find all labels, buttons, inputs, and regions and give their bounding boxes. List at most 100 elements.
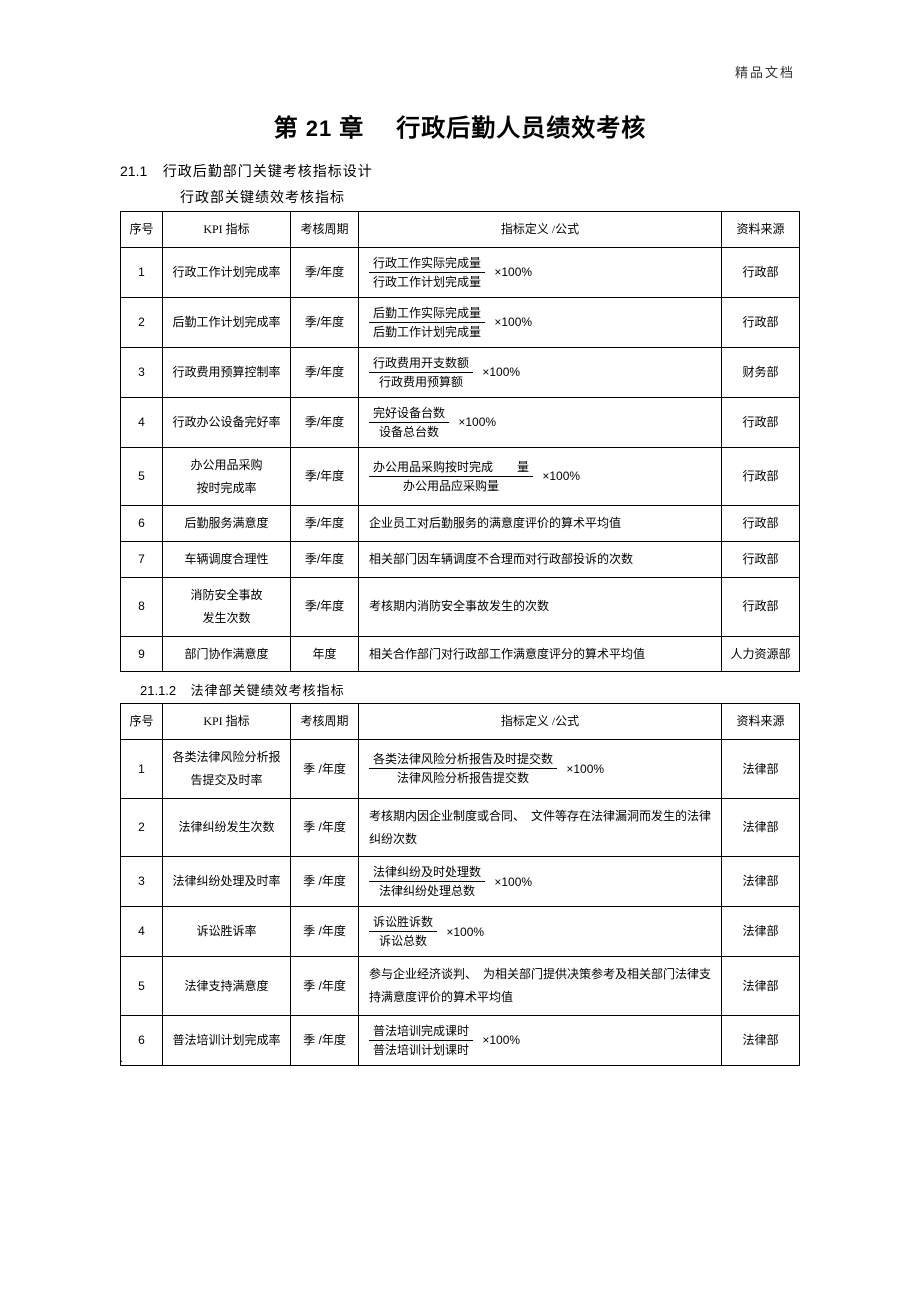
fraction-denominator: 后勤工作计划完成量 <box>369 323 485 341</box>
cell-seq: 2 <box>121 297 163 347</box>
section-number: 21.1 <box>120 163 147 179</box>
table-row: 7车辆调度合理性季/年度相关部门因车辆调度不合理而对行政部投诉的次数行政部 <box>121 542 800 578</box>
cell-period: 季/年度 <box>291 542 359 578</box>
chapter-name: 行政后勤人员绩效考核 <box>396 116 646 142</box>
cell-kpi-name: 车辆调度合理性 <box>163 542 291 578</box>
table-row: 3行政费用预算控制率季/年度行政费用开支数额行政费用预算额 ×100%财务部 <box>121 347 800 397</box>
cell-definition: 诉讼胜诉数诉讼总数 ×100% <box>359 907 722 957</box>
cell-source: 法律部 <box>722 957 800 1016</box>
cell-seq: 5 <box>121 957 163 1016</box>
chapter-prefix: 第 <box>274 116 299 142</box>
fraction: 办公用品采购按时完成 量办公用品应采购量 <box>369 458 533 495</box>
percent-suffix: ×100% <box>491 874 532 888</box>
fraction: 行政工作实际完成量行政工作计划完成量 <box>369 254 485 291</box>
col-period: 考核周期 <box>291 704 359 740</box>
fraction: 普法培训完成课时普法培训计划课时 <box>369 1022 473 1059</box>
fraction-denominator: 行政工作计划完成量 <box>369 273 485 291</box>
fraction-numerator: 普法培训完成课时 <box>369 1022 473 1041</box>
kpi-table-1: 序号 KPI 指标 考核周期 指标定义 /公式 资料来源 1行政工作计划完成率季… <box>120 211 800 672</box>
table-row: 5办公用品采购按时完成率季/年度办公用品采购按时完成 量办公用品应采购量 ×10… <box>121 447 800 506</box>
col-def: 指标定义 /公式 <box>359 704 722 740</box>
percent-suffix: ×100% <box>479 365 520 379</box>
col-def: 指标定义 /公式 <box>359 212 722 248</box>
cell-seq: 7 <box>121 542 163 578</box>
cell-definition: 相关合作部门对行政部工作满意度评分的算术平均值 <box>359 636 722 672</box>
percent-suffix: ×100% <box>491 265 532 279</box>
kpi-table-2: 序号 KPI 指标 考核周期 指标定义 /公式 资料来源 1各类法律风险分析报告… <box>120 703 800 1066</box>
cell-kpi-name: 办公用品采购按时完成率 <box>163 447 291 506</box>
cell-kpi-name: 诉讼胜诉率 <box>163 907 291 957</box>
cell-kpi-name: 普法培训计划完成率 <box>163 1015 291 1065</box>
fraction-denominator: 法律纠纷处理总数 <box>369 882 485 900</box>
table-row: 6普法培训计划完成率季 /年度普法培训完成课时普法培训计划课时 ×100%法律部 <box>121 1015 800 1065</box>
cell-source: 法律部 <box>722 857 800 907</box>
percent-suffix: ×100% <box>491 315 532 329</box>
table1-caption: 行政部关键绩效考核指标 <box>180 187 800 207</box>
definition-text: 考核期内因企业制度或合同、 文件等存在法律漏洞而发生的法律纠纷次数 <box>369 809 711 846</box>
cell-period: 年度 <box>291 636 359 672</box>
cell-definition: 后勤工作实际完成量后勤工作计划完成量 ×100% <box>359 297 722 347</box>
table-row: 3法律纠纷处理及时率季 /年度法律纠纷及时处理数法律纠纷处理总数 ×100%法律… <box>121 857 800 907</box>
cell-source: 法律部 <box>722 740 800 799</box>
definition-text: 相关合作部门对行政部工作满意度评分的算术平均值 <box>369 647 645 661</box>
col-seq: 序号 <box>121 212 163 248</box>
cell-source: 法律部 <box>722 907 800 957</box>
cell-kpi-name: 部门协作满意度 <box>163 636 291 672</box>
fraction-numerator: 后勤工作实际完成量 <box>369 304 485 323</box>
cell-seq: 1 <box>121 740 163 799</box>
fraction-denominator: 普法培训计划课时 <box>369 1041 473 1059</box>
percent-suffix: ×100% <box>443 924 484 938</box>
page: 精品文档 第 21 章 行政后勤人员绩效考核 21.1 行政后勤部门关键考核指标… <box>0 0 920 1106</box>
fraction-numerator: 行政工作实际完成量 <box>369 254 485 273</box>
cell-period: 季/年度 <box>291 397 359 447</box>
cell-period: 季/年度 <box>291 297 359 347</box>
cell-definition: 办公用品采购按时完成 量办公用品应采购量 ×100% <box>359 447 722 506</box>
footer-dot: . <box>120 1051 123 1066</box>
percent-suffix: ×100% <box>455 415 496 429</box>
cell-seq: 3 <box>121 347 163 397</box>
cell-period: 季 /年度 <box>291 1015 359 1065</box>
cell-seq: 1 <box>121 247 163 297</box>
fraction-denominator: 诉讼总数 <box>369 932 437 950</box>
cell-kpi-name: 法律纠纷发生次数 <box>163 798 291 857</box>
cell-kpi-name: 法律纠纷处理及时率 <box>163 857 291 907</box>
fraction: 法律纠纷及时处理数法律纠纷处理总数 <box>369 863 485 900</box>
table-row: 4行政办公设备完好率季/年度完好设备台数设备总台数 ×100%行政部 <box>121 397 800 447</box>
cell-period: 季 /年度 <box>291 740 359 799</box>
cell-period: 季 /年度 <box>291 798 359 857</box>
cell-kpi-name: 各类法律风险分析报告提交及时率 <box>163 740 291 799</box>
table-row: 2法律纠纷发生次数季 /年度考核期内因企业制度或合同、 文件等存在法律漏洞而发生… <box>121 798 800 857</box>
col-kpi: KPI 指标 <box>163 212 291 248</box>
cell-seq: 4 <box>121 397 163 447</box>
cell-seq: 2 <box>121 798 163 857</box>
cell-source: 行政部 <box>722 506 800 542</box>
definition-text: 参与企业经济谈判、 为相关部门提供决策参考及相关部门法律支持满意度评价的算术平均… <box>369 967 711 1004</box>
fraction: 后勤工作实际完成量后勤工作计划完成量 <box>369 304 485 341</box>
col-src: 资料来源 <box>722 212 800 248</box>
cell-definition: 行政费用开支数额行政费用预算额 ×100% <box>359 347 722 397</box>
subsection-number: 21.1.2 <box>140 683 176 698</box>
col-kpi: KPI 指标 <box>163 704 291 740</box>
fraction-denominator: 设备总台数 <box>369 423 449 441</box>
cell-source: 人力资源部 <box>722 636 800 672</box>
chapter-title: 第 21 章 行政后勤人员绩效考核 <box>120 108 800 143</box>
cell-period: 季/年度 <box>291 347 359 397</box>
cell-definition: 法律纠纷及时处理数法律纠纷处理总数 ×100% <box>359 857 722 907</box>
cell-kpi-name: 行政办公设备完好率 <box>163 397 291 447</box>
cell-source: 财务部 <box>722 347 800 397</box>
cell-seq: 8 <box>121 577 163 636</box>
chapter-number: 21 <box>306 116 332 141</box>
table-row: 9部门协作满意度年度相关合作部门对行政部工作满意度评分的算术平均值人力资源部 <box>121 636 800 672</box>
cell-kpi-name: 后勤服务满意度 <box>163 506 291 542</box>
fraction-denominator: 行政费用预算额 <box>369 373 473 391</box>
cell-seq: 4 <box>121 907 163 957</box>
fraction-numerator: 行政费用开支数额 <box>369 354 473 373</box>
cell-period: 季/年度 <box>291 577 359 636</box>
cell-kpi-name: 行政工作计划完成率 <box>163 247 291 297</box>
cell-definition: 普法培训完成课时普法培训计划课时 ×100% <box>359 1015 722 1065</box>
cell-source: 法律部 <box>722 1015 800 1065</box>
definition-text: 考核期内消防安全事故发生的次数 <box>369 599 549 613</box>
cell-kpi-name: 法律支持满意度 <box>163 957 291 1016</box>
table-row: 1各类法律风险分析报告提交及时率季 /年度各类法律风险分析报告及时提交数法律风险… <box>121 740 800 799</box>
cell-definition: 相关部门因车辆调度不合理而对行政部投诉的次数 <box>359 542 722 578</box>
